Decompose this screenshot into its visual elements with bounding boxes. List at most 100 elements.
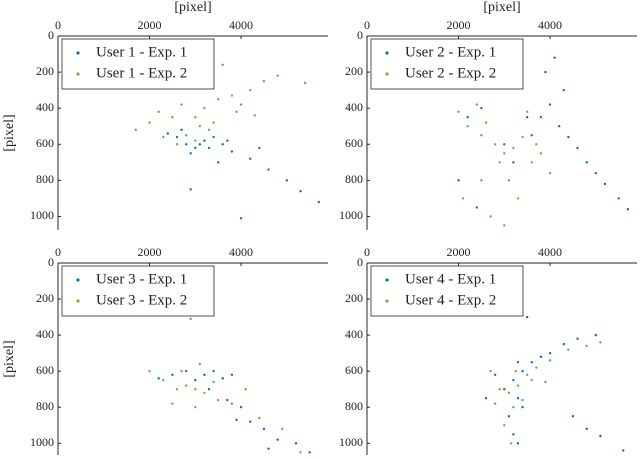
point xyxy=(466,125,469,128)
point xyxy=(521,135,524,139)
point xyxy=(489,369,492,373)
point xyxy=(171,116,174,119)
point xyxy=(553,56,556,59)
point xyxy=(507,391,511,395)
y-tick-label: 1000 xyxy=(30,208,54,222)
y-tick-label: 600 xyxy=(345,136,363,150)
point xyxy=(530,161,533,164)
point xyxy=(198,362,202,366)
point xyxy=(530,378,533,382)
y-tick-label: 800 xyxy=(36,172,54,186)
point xyxy=(276,438,279,441)
legend-marker xyxy=(76,299,80,303)
y-tick-label: 800 xyxy=(345,172,363,186)
point xyxy=(539,116,543,119)
point xyxy=(253,114,256,117)
y-tick-label: 0 xyxy=(48,28,54,42)
point xyxy=(230,150,234,153)
point xyxy=(148,369,151,373)
point xyxy=(525,315,529,319)
legend: User 4 - Exp. 1 User 4 - Exp. 2 xyxy=(370,265,524,317)
y-tick-label: 0 xyxy=(48,255,54,269)
point xyxy=(576,337,579,340)
point xyxy=(299,190,302,193)
point xyxy=(258,416,261,420)
legend-marker xyxy=(76,51,80,55)
point xyxy=(212,121,215,124)
point xyxy=(194,139,197,142)
y-tick-label: 0 xyxy=(357,28,363,42)
point xyxy=(544,380,547,384)
point xyxy=(276,74,279,77)
point xyxy=(171,373,174,376)
point xyxy=(626,208,630,211)
x-tick-label: 0 xyxy=(55,18,61,32)
point xyxy=(175,143,179,146)
point xyxy=(262,427,266,431)
point xyxy=(548,359,552,362)
point xyxy=(622,449,625,452)
point xyxy=(567,348,570,351)
point xyxy=(617,197,620,200)
y-tick-label: 0 xyxy=(357,255,363,269)
legend-box xyxy=(61,265,215,317)
legend-label: User 1 - Exp. 2 xyxy=(96,65,187,81)
point xyxy=(498,387,501,391)
point xyxy=(558,125,561,128)
x-tick-label: 2000 xyxy=(138,245,162,259)
point xyxy=(212,380,215,384)
x-tick-label: 2000 xyxy=(447,245,471,259)
point xyxy=(599,341,602,344)
y-axis-label: [pixel] xyxy=(2,114,17,151)
point xyxy=(207,387,211,391)
point xyxy=(203,391,206,395)
point xyxy=(249,420,252,423)
point xyxy=(585,161,588,164)
point xyxy=(548,103,552,106)
x-tick-label: 4000 xyxy=(538,18,562,32)
point xyxy=(239,406,243,409)
legend-marker xyxy=(76,278,80,282)
point xyxy=(480,106,483,110)
point xyxy=(194,406,197,409)
point xyxy=(493,402,497,405)
point xyxy=(235,418,238,422)
y-tick-label: 1000 xyxy=(30,435,54,449)
legend-label: User 3 - Exp. 2 xyxy=(96,292,187,308)
point xyxy=(198,125,202,128)
point xyxy=(184,134,188,137)
point xyxy=(585,427,588,431)
y-tick-label: 1000 xyxy=(339,435,363,449)
point xyxy=(216,97,220,101)
point xyxy=(180,103,183,106)
legend-marker xyxy=(385,72,389,76)
point xyxy=(516,197,520,200)
point xyxy=(226,398,229,402)
y-tick-label: 400 xyxy=(345,327,363,341)
legend-box xyxy=(370,38,524,90)
point xyxy=(194,378,197,382)
point xyxy=(512,378,515,382)
legend-label: User 4 - Exp. 1 xyxy=(405,271,496,287)
point xyxy=(157,377,160,380)
point xyxy=(521,398,524,402)
y-tick-label: 600 xyxy=(36,136,54,150)
point xyxy=(535,366,538,369)
point xyxy=(299,451,302,454)
point xyxy=(207,146,211,150)
point xyxy=(512,433,515,436)
point xyxy=(480,179,483,182)
point xyxy=(162,135,165,139)
point xyxy=(489,215,492,218)
point xyxy=(512,161,515,164)
point xyxy=(184,143,188,146)
point xyxy=(567,135,570,139)
point xyxy=(230,402,234,405)
point xyxy=(175,387,179,391)
point xyxy=(239,103,243,106)
point xyxy=(189,317,192,321)
y-tick-label: 400 xyxy=(345,100,363,114)
point xyxy=(539,355,543,358)
point xyxy=(184,369,188,373)
point xyxy=(285,179,289,182)
